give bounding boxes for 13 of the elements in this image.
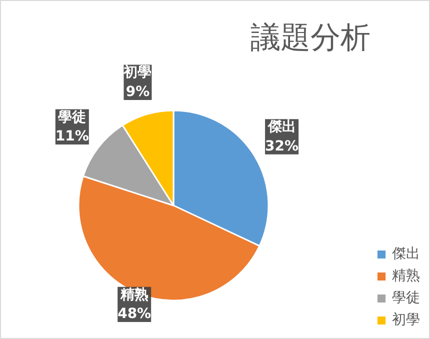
chart-title: 議題分析 — [250, 20, 370, 56]
legend-label: 精熟 — [392, 267, 420, 285]
slice-label: 精熟 — [119, 286, 148, 303]
slice-label: 傑出 — [266, 119, 296, 136]
legend-label: 傑出 — [392, 245, 420, 263]
slice-label: 初學 — [122, 64, 152, 81]
slice-label: 學徒 — [58, 109, 86, 126]
data-label: 11% — [55, 128, 89, 144]
legend-label: 學徒 — [392, 289, 420, 307]
data-label: 9% — [126, 84, 150, 100]
legend-label: 初學 — [392, 311, 420, 329]
data-label: 32% — [265, 138, 299, 154]
data-label: 48% — [118, 306, 152, 322]
